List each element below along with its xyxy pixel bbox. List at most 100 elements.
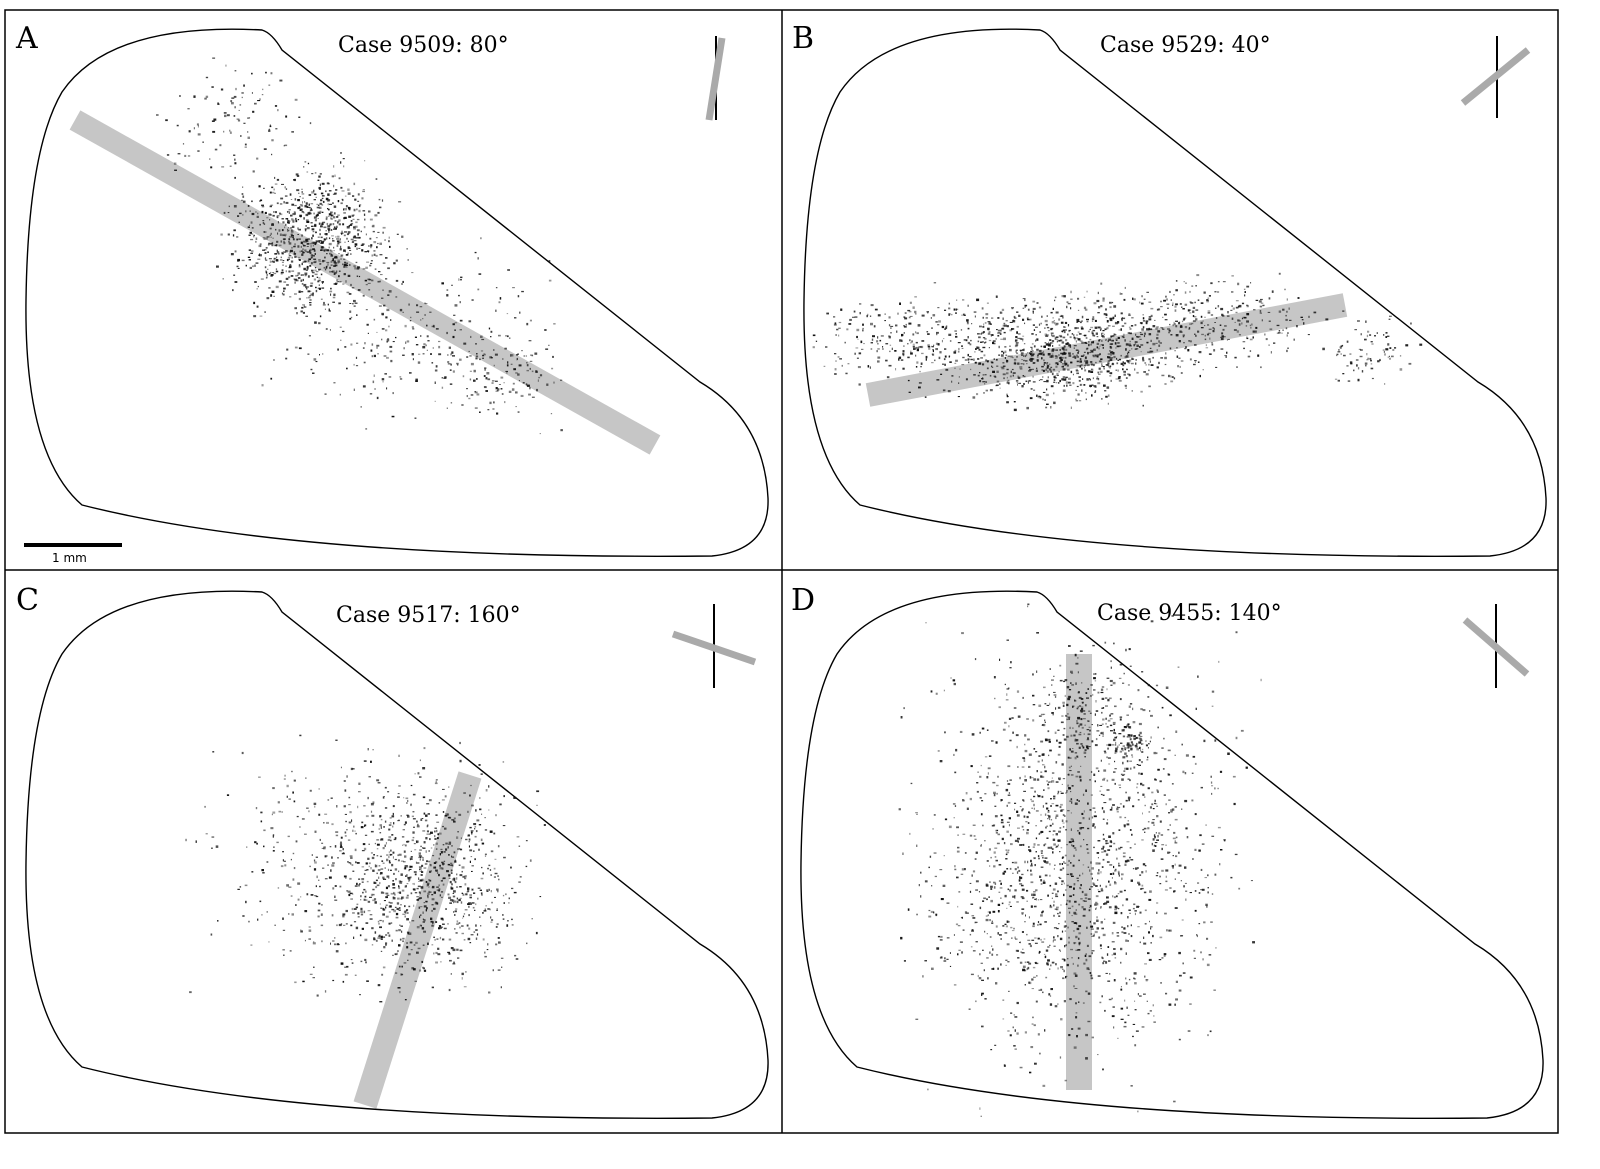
axon-fragment [244, 884, 248, 887]
axon-fragment [1159, 875, 1161, 878]
axon-fragment [417, 840, 419, 843]
axon-fragment [386, 875, 390, 878]
axon-fragment [900, 936, 903, 940]
axon-fragment [400, 898, 403, 900]
axon-fragment [475, 355, 479, 357]
axon-fragment [1165, 298, 1168, 301]
axon-fragment [484, 853, 487, 856]
axon-fragment [449, 959, 452, 962]
axon-fragment [874, 308, 878, 311]
axon-fragment [306, 240, 309, 242]
axon-fragment [434, 827, 437, 829]
axon-fragment [1064, 360, 1066, 363]
axon-fragment [882, 346, 884, 348]
axon-fragment [1198, 849, 1201, 852]
axon-fragment [988, 896, 990, 898]
axon-fragment [516, 358, 518, 361]
axon-fragment [996, 329, 998, 331]
axon-fragment [1170, 809, 1173, 812]
axon-fragment [1127, 820, 1129, 822]
axon-fragment [1081, 341, 1084, 344]
axon-fragment [285, 270, 287, 273]
axon-fragment [478, 848, 480, 851]
axon-fragment [915, 354, 917, 357]
axon-fragment [1031, 333, 1034, 335]
axon-fragment [1116, 362, 1119, 365]
axon-fragment [1134, 368, 1136, 371]
axon-fragment [1091, 320, 1094, 322]
axon-fragment [476, 830, 478, 832]
axon-fragment [1098, 306, 1101, 309]
axon-fragment [1096, 852, 1100, 854]
axon-fragment [318, 261, 322, 263]
axon-fragment [1208, 954, 1212, 956]
axon-fragment [877, 336, 879, 339]
axon-fragment [1036, 338, 1039, 341]
axon-fragment [382, 920, 384, 923]
axon-fragment [1126, 369, 1128, 371]
axon-fragment [415, 941, 418, 944]
axon-fragment [323, 846, 326, 848]
axon-fragment [309, 299, 312, 301]
axon-fragment [503, 856, 506, 859]
axon-fragment [298, 116, 301, 118]
axon-fragment [454, 910, 457, 913]
axon-fragment [204, 805, 206, 808]
axon-fragment [365, 922, 369, 924]
axon-fragment [1238, 323, 1241, 326]
axon-fragment [526, 322, 529, 326]
axon-fragment [461, 977, 463, 980]
axon-fragment [490, 890, 492, 893]
axon-fragment [1155, 342, 1158, 344]
axon-fragment [325, 216, 328, 219]
axon-fragment [1000, 354, 1004, 357]
axon-fragment [334, 885, 337, 887]
axon-fragment [910, 350, 912, 353]
axon-fragment [434, 782, 438, 785]
axon-fragment [486, 889, 488, 892]
axon-fragment [531, 918, 533, 920]
axon-fragment [1064, 356, 1067, 359]
axon-fragment [366, 261, 370, 263]
axon-fragment [1065, 348, 1068, 351]
axon-fragment [455, 932, 458, 934]
axon-fragment [288, 255, 292, 257]
axon-fragment [1243, 347, 1245, 350]
axon-fragment [1188, 340, 1191, 342]
axon-fragment [277, 221, 279, 224]
axon-fragment [995, 358, 998, 361]
axon-fragment [1134, 341, 1138, 343]
axon-fragment [931, 327, 933, 329]
axon-fragment [367, 251, 369, 253]
axon-fragment [914, 296, 917, 298]
axon-fragment [286, 210, 290, 213]
axon-fragment [382, 289, 384, 291]
axon-fragment [367, 748, 369, 751]
axon-fragment [1115, 338, 1118, 340]
axon-fragment [961, 951, 963, 954]
axon-fragment [388, 861, 391, 864]
axon-fragment [380, 826, 382, 829]
axon-fragment [1041, 795, 1044, 798]
axon-fragment [1210, 921, 1213, 923]
axon-fragment [1052, 368, 1056, 371]
axon-fragment [384, 878, 387, 880]
axon-fragment [1012, 872, 1014, 874]
axon-fragment [1064, 326, 1067, 328]
axon-fragment [267, 243, 270, 246]
axon-fragment [400, 880, 403, 883]
axon-fragment [408, 303, 410, 306]
axon-fragment [335, 739, 338, 741]
axon-fragment [1032, 368, 1034, 370]
axon-fragment [407, 932, 409, 935]
axon-fragment [328, 213, 332, 216]
axon-fragment [446, 331, 448, 335]
axon-fragment [434, 381, 436, 384]
axon-fragment [359, 883, 361, 885]
axon-fragment [1050, 342, 1054, 344]
axon-fragment [1054, 337, 1057, 340]
axon-fragment [912, 345, 915, 348]
axon-fragment [1238, 304, 1242, 308]
axon-fragment [440, 891, 444, 893]
axon-fragment [1047, 811, 1050, 813]
